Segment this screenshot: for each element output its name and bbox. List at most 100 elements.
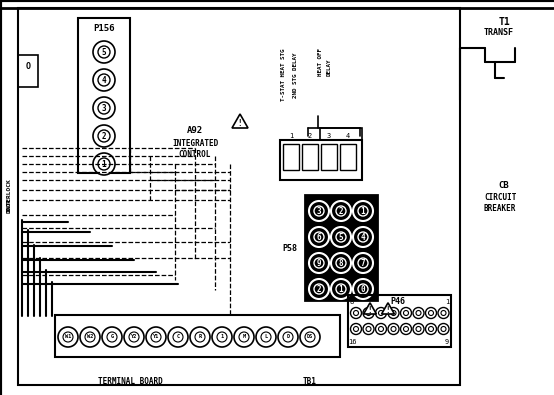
Circle shape	[358, 232, 368, 242]
Circle shape	[438, 307, 449, 318]
Circle shape	[358, 206, 368, 216]
Text: 1: 1	[361, 207, 365, 216]
Circle shape	[336, 284, 346, 294]
Text: 8: 8	[338, 258, 343, 267]
Circle shape	[151, 332, 161, 342]
Circle shape	[358, 284, 368, 294]
Circle shape	[102, 327, 122, 347]
Text: 16: 16	[348, 339, 356, 345]
Text: P156: P156	[93, 23, 115, 32]
Circle shape	[391, 310, 396, 316]
Text: HEAT OFF: HEAT OFF	[317, 48, 322, 76]
Circle shape	[305, 332, 315, 342]
Circle shape	[300, 327, 320, 347]
Text: INTERLOCK: INTERLOCK	[7, 178, 12, 212]
Text: A92: A92	[187, 126, 203, 135]
Text: D: D	[286, 335, 290, 339]
Circle shape	[93, 69, 115, 91]
Text: !: !	[238, 119, 242, 128]
Text: 6: 6	[317, 233, 321, 241]
Text: CB: CB	[499, 181, 509, 190]
Circle shape	[353, 201, 373, 221]
Circle shape	[195, 332, 205, 342]
Text: 2: 2	[338, 207, 343, 216]
Bar	[305, 195, 377, 300]
Circle shape	[388, 307, 399, 318]
Circle shape	[353, 327, 358, 331]
Circle shape	[401, 307, 412, 318]
Circle shape	[309, 227, 329, 247]
Text: 4: 4	[361, 233, 365, 241]
Circle shape	[353, 279, 373, 299]
Bar	[283, 144, 299, 170]
Text: G: G	[110, 335, 114, 339]
Circle shape	[234, 327, 254, 347]
Polygon shape	[382, 303, 394, 314]
Text: 0: 0	[361, 284, 365, 293]
Text: 4: 4	[346, 133, 350, 139]
Text: 2: 2	[102, 132, 106, 141]
Circle shape	[190, 327, 210, 347]
Circle shape	[425, 324, 437, 335]
Text: DOOR: DOOR	[7, 198, 12, 213]
Circle shape	[378, 327, 383, 331]
Text: 1: 1	[289, 133, 293, 139]
Circle shape	[93, 125, 115, 147]
Text: W1: W1	[65, 335, 71, 339]
Text: 3: 3	[102, 103, 106, 113]
Polygon shape	[232, 114, 248, 128]
Circle shape	[309, 201, 329, 221]
Text: 1: 1	[338, 284, 343, 293]
Text: !: !	[386, 306, 391, 315]
Bar	[302, 144, 318, 170]
Text: 2ND STG DELAY: 2ND STG DELAY	[293, 52, 297, 98]
Text: TERMINAL BOARD: TERMINAL BOARD	[98, 378, 162, 386]
Text: INTEGRATED: INTEGRATED	[172, 139, 218, 147]
Circle shape	[376, 307, 387, 318]
Text: BREAKER: BREAKER	[484, 203, 516, 213]
Text: 9: 9	[445, 339, 449, 345]
Circle shape	[314, 232, 324, 242]
Circle shape	[98, 74, 110, 86]
Circle shape	[366, 310, 371, 316]
Circle shape	[309, 279, 329, 299]
Circle shape	[388, 324, 399, 335]
Text: R: R	[198, 335, 202, 339]
Circle shape	[212, 327, 232, 347]
Circle shape	[441, 327, 446, 331]
Text: 1: 1	[445, 299, 449, 305]
Text: 1: 1	[220, 335, 224, 339]
Circle shape	[353, 227, 373, 247]
Circle shape	[93, 41, 115, 63]
Circle shape	[331, 227, 351, 247]
Text: 5: 5	[338, 233, 343, 241]
Circle shape	[336, 206, 346, 216]
Bar	[18, 8, 460, 385]
Text: 7: 7	[361, 258, 365, 267]
Circle shape	[336, 232, 346, 242]
Text: 3: 3	[317, 207, 321, 216]
Circle shape	[438, 324, 449, 335]
Text: L: L	[264, 335, 268, 339]
Circle shape	[129, 332, 139, 342]
Circle shape	[416, 310, 421, 316]
Text: 5: 5	[102, 47, 106, 56]
Circle shape	[331, 279, 351, 299]
Circle shape	[314, 258, 324, 268]
Circle shape	[378, 310, 383, 316]
Circle shape	[331, 201, 351, 221]
Text: 3: 3	[327, 133, 331, 139]
Text: CONTROL: CONTROL	[179, 149, 211, 158]
Circle shape	[278, 327, 298, 347]
Circle shape	[331, 253, 351, 273]
Circle shape	[336, 258, 346, 268]
Circle shape	[428, 327, 433, 331]
Circle shape	[63, 332, 73, 342]
Circle shape	[80, 327, 100, 347]
Circle shape	[314, 284, 324, 294]
Circle shape	[239, 332, 249, 342]
Text: 4: 4	[102, 75, 106, 85]
Text: !: !	[368, 306, 372, 315]
Circle shape	[358, 258, 368, 268]
Circle shape	[309, 253, 329, 273]
